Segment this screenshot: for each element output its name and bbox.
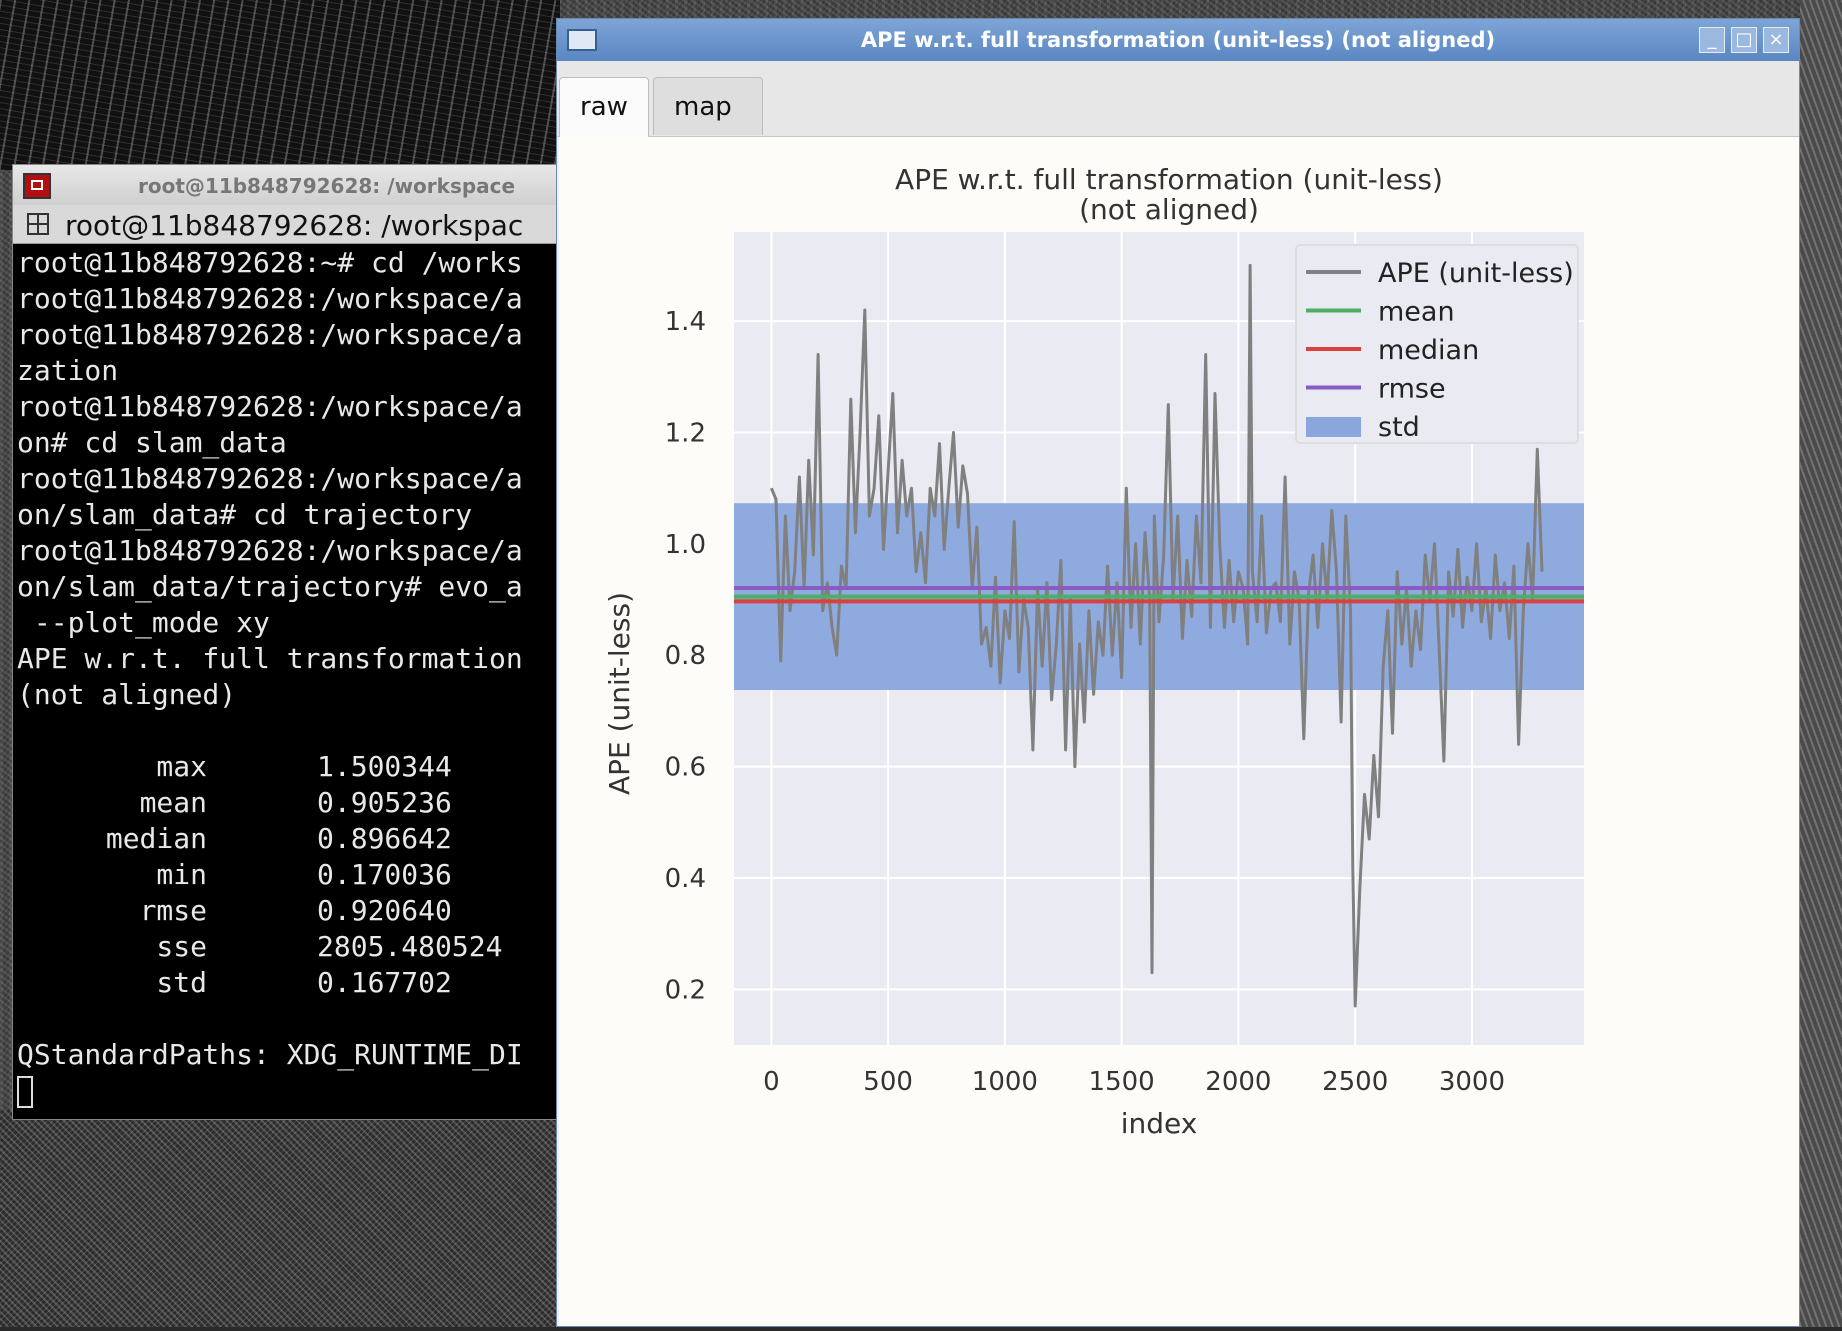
y-tick-label: 1.2 bbox=[665, 418, 706, 448]
x-tick-label: 1000 bbox=[972, 1067, 1038, 1097]
terminal-blank-line bbox=[17, 1001, 573, 1037]
x-tick-label: 0 bbox=[763, 1067, 780, 1097]
desktop-background-image-right bbox=[1800, 0, 1842, 1327]
terminal-titlebar[interactable]: root@11b848792628: /workspace bbox=[13, 165, 573, 206]
stat-key: sse bbox=[156, 930, 207, 963]
terminal-window-title: root@11b848792628: /workspace bbox=[138, 174, 516, 198]
stat-value: 0.896642 bbox=[317, 822, 452, 855]
terminal-line: root@11b848792628:/workspace/a bbox=[17, 318, 523, 351]
x-tick-label: 3000 bbox=[1439, 1067, 1505, 1097]
chart-title: APE w.r.t. full transformation (unit-les… bbox=[895, 163, 1443, 196]
terminal-line: root@11b848792628:~# cd /works bbox=[17, 246, 523, 279]
terminal-tab-bar[interactable]: root@11b848792628: /workspac bbox=[13, 205, 573, 244]
terminal-line: root@11b848792628:/workspace/a bbox=[17, 462, 523, 495]
y-tick-label: 0.6 bbox=[665, 753, 706, 783]
close-button[interactable]: × bbox=[1763, 27, 1789, 53]
chart-subtitle: (not aligned) bbox=[1079, 193, 1259, 226]
plot-window-titlebar[interactable]: APE w.r.t. full transformation (unit-les… bbox=[557, 19, 1799, 61]
y-tick-label: 0.8 bbox=[665, 641, 706, 671]
stat-value: 0.167702 bbox=[317, 966, 452, 999]
tab-map[interactable]: map bbox=[653, 77, 763, 135]
maximize-button[interactable]: □ bbox=[1731, 27, 1757, 53]
x-tick-label: 500 bbox=[863, 1067, 913, 1097]
terminal-prompt-line bbox=[17, 1073, 573, 1109]
terminal-line: zation bbox=[17, 354, 119, 387]
stat-key: rmse bbox=[139, 894, 207, 927]
x-tick-label: 2500 bbox=[1322, 1067, 1388, 1097]
stat-key: max bbox=[156, 750, 207, 783]
terminal-line: on/slam_data/trajectory# evo_a bbox=[17, 570, 523, 603]
y-tick-label: 1.4 bbox=[665, 307, 706, 337]
stat-value: 0.920640 bbox=[317, 894, 452, 927]
legend-box bbox=[1295, 244, 1579, 444]
stat-value: 0.170036 bbox=[317, 858, 452, 891]
terminal-line: QStandardPaths: XDG_RUNTIME_DI bbox=[17, 1038, 523, 1071]
ape-series-line bbox=[770, 263, 1544, 1008]
tab-raw[interactable]: raw bbox=[559, 77, 649, 137]
stat-row: min 0.170036 bbox=[17, 857, 573, 893]
stat-row: rmse 0.920640 bbox=[17, 893, 573, 929]
desktop-background-image-bottom bbox=[0, 1110, 560, 1327]
plot-tab-bar: raw map bbox=[557, 61, 1799, 137]
terminal-tab-icon[interactable] bbox=[27, 213, 49, 235]
y-tick-label: 0.2 bbox=[665, 975, 706, 1005]
terminal-line: on/slam_data# cd trajectory bbox=[17, 498, 473, 531]
y-axis-label: APE (unit-less) bbox=[603, 592, 636, 795]
terminal-line bbox=[17, 713, 573, 749]
y-tick-label: 1.0 bbox=[665, 530, 706, 560]
stat-row: sse 2805.480524 bbox=[17, 929, 573, 965]
stat-value: 1.500344 bbox=[317, 750, 452, 783]
stat-value: 2805.480524 bbox=[317, 930, 503, 963]
terminal-app-icon[interactable] bbox=[23, 173, 51, 199]
stat-key: min bbox=[156, 858, 207, 891]
x-tick-label: 1500 bbox=[1089, 1067, 1155, 1097]
desktop-background-image-top bbox=[0, 0, 560, 170]
stat-key: median bbox=[105, 822, 207, 855]
legend-label: median bbox=[1378, 335, 1479, 366]
terminal-line: root@11b848792628:/workspace/a bbox=[17, 534, 523, 567]
terminal-tab-title[interactable]: root@11b848792628: /workspac bbox=[65, 209, 524, 242]
x-tick-label: 2000 bbox=[1205, 1067, 1271, 1097]
legend-swatch-std bbox=[1306, 417, 1361, 437]
x-axis-label: index bbox=[1121, 1107, 1198, 1140]
window-menu-icon[interactable] bbox=[567, 29, 597, 51]
stat-value: 0.905236 bbox=[317, 786, 452, 819]
terminal-line: on# cd slam_data bbox=[17, 426, 287, 459]
terminal-line: root@11b848792628:/workspace/a bbox=[17, 390, 523, 423]
stat-key: mean bbox=[139, 786, 207, 819]
stat-row: mean 0.905236 bbox=[17, 785, 573, 821]
legend-label: rmse bbox=[1378, 374, 1446, 405]
plot-window[interactable]: APE w.r.t. full transformation (unit-les… bbox=[556, 18, 1800, 1327]
terminal-line: --plot_mode xy bbox=[17, 606, 270, 639]
stat-row: median 0.896642 bbox=[17, 821, 573, 857]
terminal-line: (not aligned) bbox=[17, 678, 237, 711]
terminal-line: root@11b848792628:/workspace/a bbox=[17, 282, 523, 315]
plot-window-title: APE w.r.t. full transformation (unit-les… bbox=[860, 28, 1496, 52]
minimize-button[interactable]: _ bbox=[1699, 27, 1725, 53]
legend-label: mean bbox=[1378, 297, 1455, 328]
plot-canvas[interactable]: APE w.r.t. full transformation (unit-les… bbox=[559, 137, 1799, 1326]
terminal-output[interactable]: root@11b848792628:~# cd /works root@11b84… bbox=[17, 245, 573, 1119]
y-tick-label: 0.4 bbox=[665, 864, 706, 894]
terminal-cursor bbox=[17, 1076, 33, 1108]
stat-key: std bbox=[156, 966, 207, 999]
stat-row: std 0.167702 bbox=[17, 965, 573, 1001]
terminal-line: APE w.r.t. full transformation bbox=[17, 642, 523, 675]
legend-label: std bbox=[1378, 412, 1420, 443]
ape-chart: APE w.r.t. full transformation (unit-les… bbox=[603, 163, 1584, 1140]
terminal-window[interactable]: root@11b848792628: /workspace root@11b84… bbox=[12, 164, 574, 1120]
stat-row: max 1.500344 bbox=[17, 749, 573, 785]
legend-label: APE (unit-less) bbox=[1378, 258, 1574, 289]
